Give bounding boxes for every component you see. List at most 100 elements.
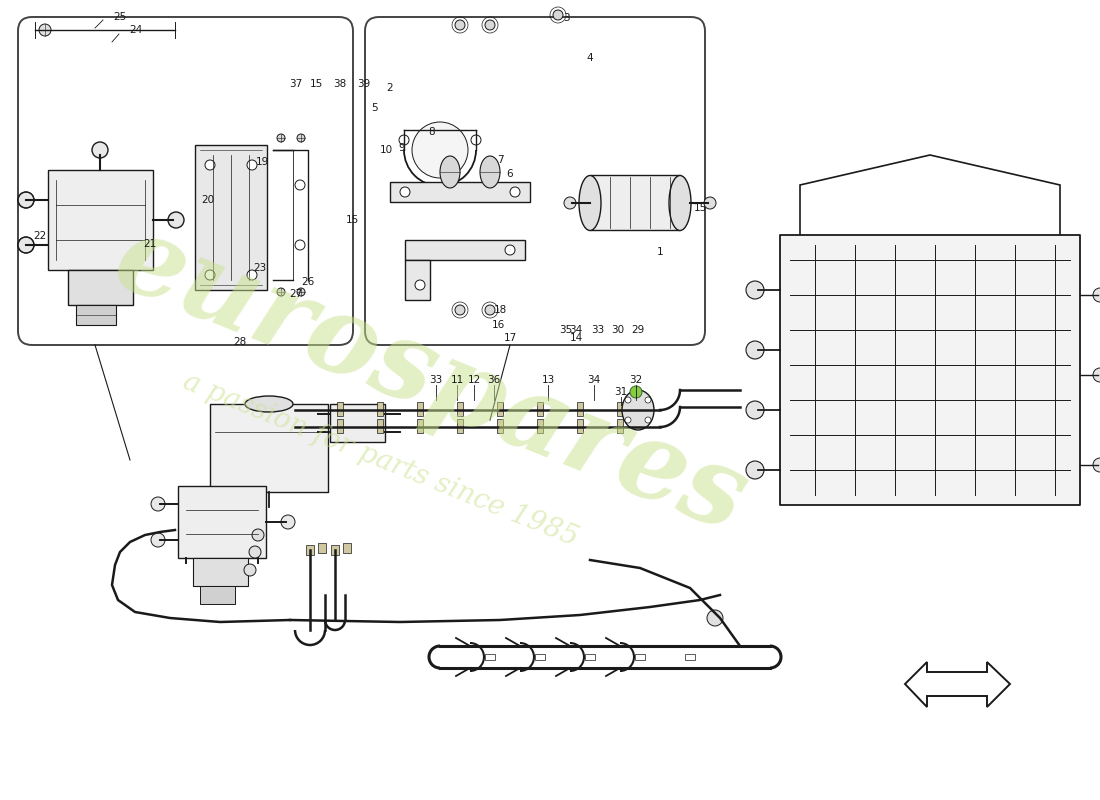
Text: 23: 23 bbox=[253, 263, 266, 273]
Circle shape bbox=[704, 197, 716, 209]
Text: 20: 20 bbox=[201, 195, 214, 205]
Text: 26: 26 bbox=[301, 277, 315, 287]
Text: 22: 22 bbox=[33, 231, 46, 241]
FancyBboxPatch shape bbox=[365, 17, 705, 345]
Text: 24: 24 bbox=[130, 25, 143, 35]
Text: 2: 2 bbox=[387, 83, 394, 93]
Bar bbox=[200, 586, 235, 604]
Circle shape bbox=[168, 212, 184, 228]
Bar bbox=[780, 235, 1080, 505]
Circle shape bbox=[553, 10, 563, 20]
Text: 15: 15 bbox=[345, 215, 359, 225]
Bar bbox=[318, 543, 326, 553]
Circle shape bbox=[297, 134, 305, 142]
Text: 12: 12 bbox=[468, 375, 481, 385]
Text: 34: 34 bbox=[570, 325, 583, 335]
Circle shape bbox=[151, 497, 165, 511]
Circle shape bbox=[455, 305, 465, 315]
Circle shape bbox=[277, 134, 285, 142]
Circle shape bbox=[505, 245, 515, 255]
Text: 29: 29 bbox=[631, 325, 645, 335]
Bar bbox=[331, 545, 339, 555]
Circle shape bbox=[746, 461, 764, 479]
Bar bbox=[48, 170, 153, 270]
Bar bbox=[417, 419, 424, 433]
Ellipse shape bbox=[579, 175, 601, 230]
Bar bbox=[330, 404, 385, 442]
Circle shape bbox=[244, 564, 256, 576]
Polygon shape bbox=[905, 662, 1010, 707]
Circle shape bbox=[746, 341, 764, 359]
Circle shape bbox=[249, 546, 261, 558]
Text: 14: 14 bbox=[570, 333, 583, 343]
Bar bbox=[617, 419, 623, 433]
Text: 3: 3 bbox=[563, 13, 570, 23]
Circle shape bbox=[295, 180, 305, 190]
Bar bbox=[590, 175, 680, 230]
Bar bbox=[535, 654, 544, 660]
Ellipse shape bbox=[480, 156, 501, 188]
Bar bbox=[306, 545, 313, 555]
Circle shape bbox=[400, 187, 410, 197]
Text: a passion for parts since 1985: a passion for parts since 1985 bbox=[178, 368, 582, 552]
Text: 4: 4 bbox=[586, 53, 593, 63]
Ellipse shape bbox=[621, 390, 654, 430]
Circle shape bbox=[510, 187, 520, 197]
Text: 37: 37 bbox=[289, 79, 302, 89]
Circle shape bbox=[746, 401, 764, 419]
Text: 17: 17 bbox=[504, 333, 517, 343]
Circle shape bbox=[18, 237, 34, 253]
Circle shape bbox=[630, 386, 642, 398]
Bar bbox=[192, 558, 248, 586]
Text: 34: 34 bbox=[587, 375, 601, 385]
Bar bbox=[497, 419, 503, 433]
Text: 10: 10 bbox=[379, 145, 393, 155]
Circle shape bbox=[485, 20, 495, 30]
Bar bbox=[68, 270, 133, 305]
Text: 39: 39 bbox=[358, 79, 371, 89]
Ellipse shape bbox=[245, 396, 293, 412]
Circle shape bbox=[277, 288, 285, 296]
Text: 8: 8 bbox=[429, 127, 436, 137]
Text: 30: 30 bbox=[612, 325, 625, 335]
Text: 9: 9 bbox=[398, 143, 405, 153]
Circle shape bbox=[297, 288, 305, 296]
Circle shape bbox=[151, 533, 165, 547]
Circle shape bbox=[415, 280, 425, 290]
Text: 15: 15 bbox=[309, 79, 322, 89]
Bar bbox=[537, 402, 543, 416]
Bar bbox=[585, 654, 595, 660]
Circle shape bbox=[625, 417, 631, 423]
Bar bbox=[405, 240, 525, 260]
Text: 38: 38 bbox=[333, 79, 346, 89]
Circle shape bbox=[39, 24, 51, 36]
Circle shape bbox=[295, 240, 305, 250]
Circle shape bbox=[248, 270, 257, 280]
Circle shape bbox=[399, 135, 409, 145]
Bar bbox=[405, 260, 430, 300]
Text: 18: 18 bbox=[494, 305, 507, 315]
Text: 31: 31 bbox=[615, 387, 628, 397]
Text: 13: 13 bbox=[541, 375, 554, 385]
Bar bbox=[617, 402, 623, 416]
Circle shape bbox=[248, 160, 257, 170]
Bar bbox=[337, 402, 343, 416]
Bar bbox=[578, 402, 583, 416]
Bar bbox=[377, 402, 383, 416]
Text: 7: 7 bbox=[497, 155, 504, 165]
Circle shape bbox=[707, 610, 723, 626]
Text: 5: 5 bbox=[372, 103, 378, 113]
Bar bbox=[377, 419, 383, 433]
Circle shape bbox=[564, 197, 576, 209]
Circle shape bbox=[205, 270, 214, 280]
Bar bbox=[195, 145, 267, 290]
Bar bbox=[456, 402, 463, 416]
Bar bbox=[390, 182, 530, 202]
Text: 25: 25 bbox=[113, 12, 127, 22]
Circle shape bbox=[471, 135, 481, 145]
Text: 35: 35 bbox=[560, 325, 573, 335]
Circle shape bbox=[746, 281, 764, 299]
Text: 6: 6 bbox=[507, 169, 514, 179]
Bar bbox=[578, 419, 583, 433]
Bar bbox=[417, 402, 424, 416]
